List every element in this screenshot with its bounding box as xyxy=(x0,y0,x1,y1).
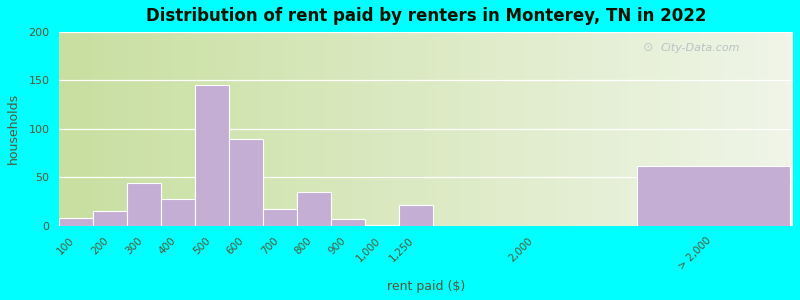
Text: ⊙: ⊙ xyxy=(642,41,653,54)
Text: City-Data.com: City-Data.com xyxy=(661,44,741,53)
Bar xyxy=(637,166,790,226)
Bar xyxy=(365,225,399,226)
Bar xyxy=(127,183,161,226)
Title: Distribution of rent paid by renters in Monterey, TN in 2022: Distribution of rent paid by renters in … xyxy=(146,7,706,25)
Bar xyxy=(297,192,331,226)
Bar xyxy=(263,209,297,226)
Bar xyxy=(161,200,195,226)
Bar xyxy=(195,85,229,226)
X-axis label: rent paid ($): rent paid ($) xyxy=(387,280,466,293)
Bar xyxy=(229,140,263,226)
Y-axis label: households: households xyxy=(7,93,20,164)
Bar xyxy=(93,211,127,226)
Bar xyxy=(399,205,433,226)
Bar xyxy=(59,218,93,226)
Bar xyxy=(331,219,365,226)
